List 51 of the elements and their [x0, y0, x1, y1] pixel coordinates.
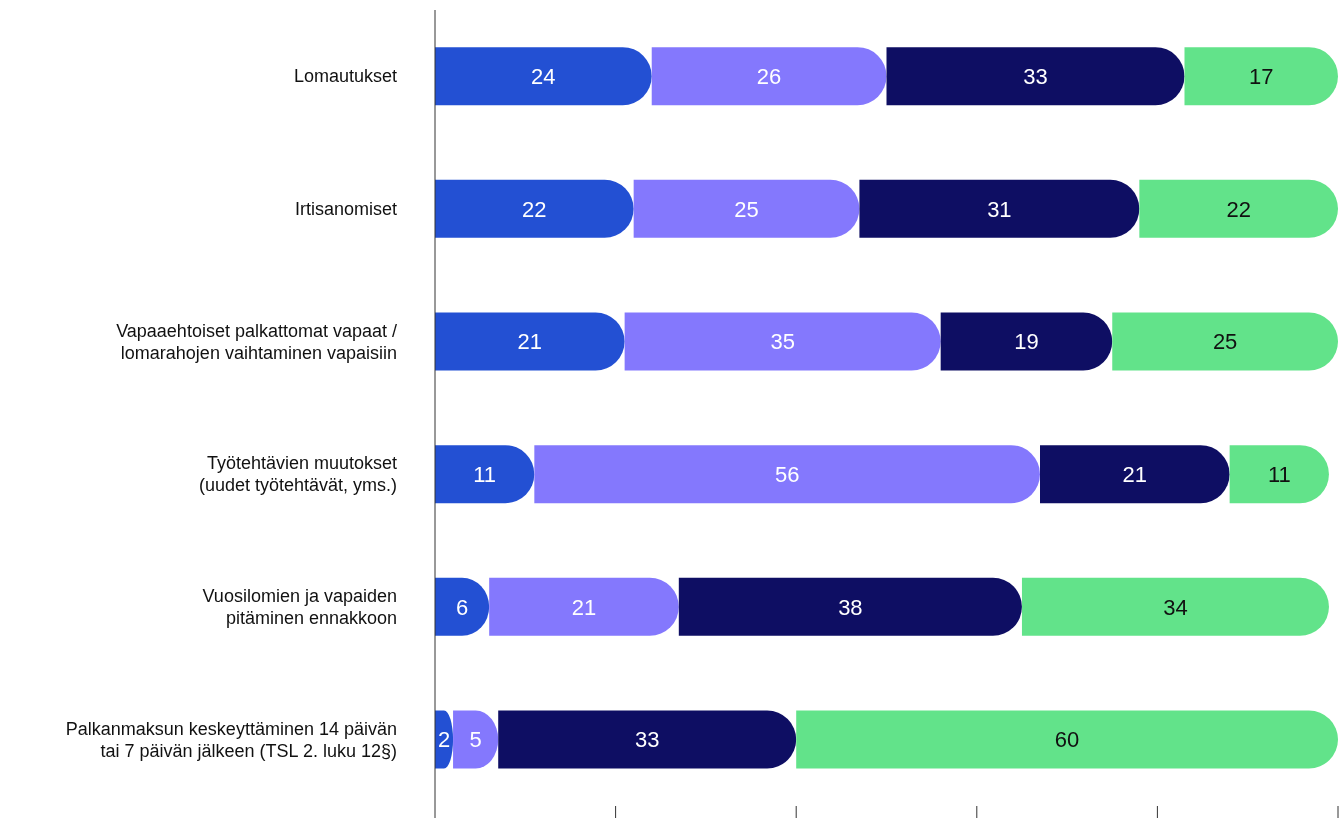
data-label: 19 [1014, 329, 1039, 355]
bar [498, 710, 797, 769]
bar [1112, 312, 1338, 371]
bar [435, 179, 634, 238]
data-label: 25 [1212, 329, 1238, 355]
data-label: 6 [455, 594, 469, 620]
data-label: 11 [1267, 461, 1291, 487]
data-label: 21 [517, 329, 543, 355]
bar [940, 312, 1113, 371]
bar [886, 47, 1185, 106]
data-label: 34 [1163, 594, 1188, 620]
data-label: 33 [634, 727, 660, 753]
data-label: 31 [987, 196, 1012, 222]
data-label: 22 [1226, 196, 1251, 222]
bar [678, 577, 1022, 636]
data-label: 33 [1023, 63, 1048, 89]
data-label: 26 [756, 63, 782, 89]
bar [1021, 577, 1329, 636]
bar [1184, 47, 1338, 106]
data-label: 35 [770, 329, 795, 355]
data-label: 2 [437, 727, 451, 753]
y-tick-label: Lomautukset [293, 66, 397, 87]
bar [435, 445, 535, 504]
bar [633, 179, 860, 238]
data-label: 5 [469, 727, 482, 753]
data-label: 21 [1122, 461, 1148, 487]
bar [1229, 445, 1329, 504]
y-tick-label: Irtisanomiset [294, 199, 397, 219]
y-tick-label: Palkanmaksun keskeyttäminen 14 päivän tai 7 päivän jälkeen (TSL 2. luku 12§) [65, 718, 397, 761]
data-label: 21 [571, 594, 597, 620]
data-label: 24 [531, 63, 556, 89]
data-label: 11 [473, 461, 497, 487]
bar [435, 47, 652, 106]
data-label: 22 [522, 196, 547, 222]
data-label: 60 [1054, 727, 1080, 753]
bar [435, 312, 625, 371]
bar [534, 445, 1040, 504]
y-tick-label: Vuosilomien ja vapaiden pitäminen ennakkoon [202, 586, 397, 628]
y-tick-label: Työtehtävien muutokset (uudet työtehtävät, yms.) [198, 453, 397, 496]
data-label: 25 [734, 196, 759, 222]
bar [1040, 445, 1230, 504]
data-label: 56 [774, 461, 800, 487]
data-label: 38 [838, 594, 863, 620]
bar [651, 47, 887, 106]
y-tick-label: Vapaaehtoiset palkattomat vapaat / lomarahojen vaihtaminen vapaisiin [116, 320, 397, 363]
bar [624, 312, 941, 371]
bar [489, 577, 679, 636]
data-label: 17 [1249, 63, 1274, 89]
bar [859, 179, 1140, 238]
bar [1139, 179, 1338, 238]
bar [796, 710, 1338, 769]
